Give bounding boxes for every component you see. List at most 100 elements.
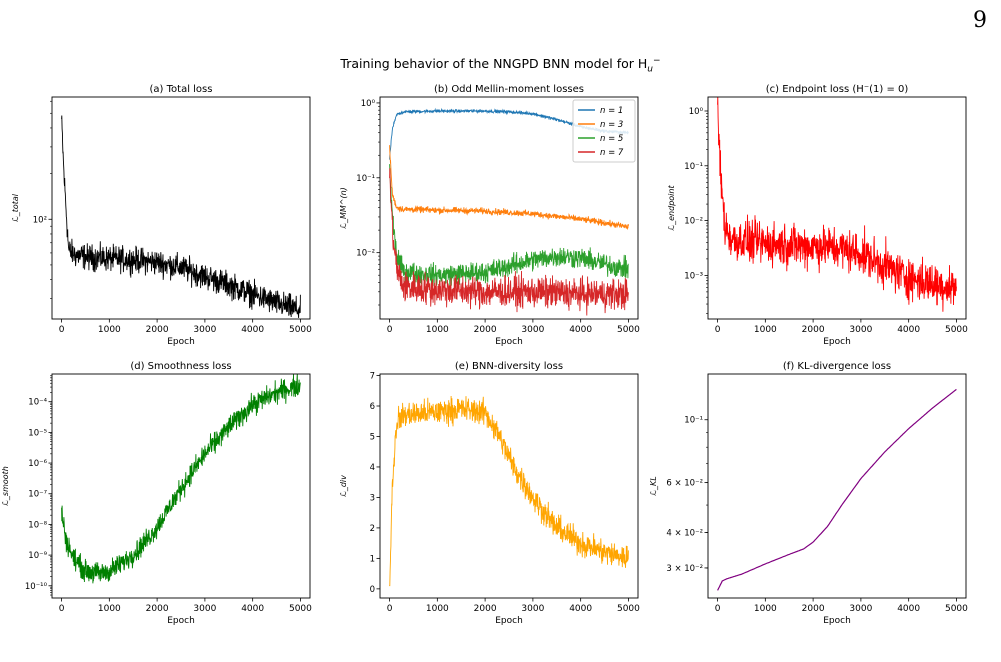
y-axis-label: ℒ_endpoint	[667, 185, 676, 231]
y-tick-label: 7	[370, 372, 375, 382]
x-tick-label: 0	[59, 604, 65, 614]
y-tick-label: 3	[370, 493, 375, 503]
subplot-f: 0 1000 2000 3000 4000 5000 3 × 10⁻² 4 × 10⁻² 6 ×…	[649, 361, 968, 626]
y-tick-label: 10⁻⁶	[28, 459, 47, 469]
y-tick-label: 10⁻¹	[684, 416, 703, 426]
x-tick-label: 3000	[193, 604, 216, 614]
legend-label: n = 1	[600, 106, 623, 116]
y-axis-label: ℒ_total	[11, 193, 20, 222]
x-axis-label: Epoch	[495, 337, 523, 347]
subplot-title: (c) Endpoint loss (H⁻(1) = 0)	[766, 84, 909, 95]
series-line-b-4	[389, 168, 629, 316]
y-tick-label: 10⁻²	[356, 249, 375, 259]
subplot-title: (a) Total loss	[150, 84, 213, 95]
axes-frame	[51, 96, 311, 320]
x-tick-label: 3000	[849, 325, 872, 335]
y-tick-label: 6	[370, 402, 375, 412]
subplot-title: (b) Odd Mellin-moment losses	[434, 84, 584, 95]
figure-title: Training behavior of the NNGPD BNN model…	[0, 56, 1001, 75]
figure-title-superscript: −	[653, 56, 661, 66]
y-tick-label: 4	[370, 463, 375, 473]
x-tick-label: 0	[715, 604, 721, 614]
x-tick-label: 1000	[98, 325, 121, 335]
x-tick-label: 4000	[569, 604, 592, 614]
y-tick-label: 6 × 10⁻²	[666, 479, 703, 489]
x-tick-label: 1000	[426, 325, 449, 335]
x-tick-label: 5000	[617, 325, 640, 335]
x-axis-label: Epoch	[167, 337, 195, 347]
series-line-d-1	[61, 374, 301, 584]
subplot-d: 0 1000 2000 3000 4000 5000 10⁻¹⁰ 10⁻⁹ 10⁻⁸ 10⁻⁷ 10…	[1, 361, 312, 626]
x-tick-label: 5000	[945, 604, 968, 614]
y-tick-label: 10⁻²	[684, 217, 703, 227]
axes-frame	[379, 96, 639, 320]
x-tick-label: 4000	[569, 325, 592, 335]
series-line-a-1	[61, 115, 301, 318]
x-tick-label: 1000	[754, 325, 777, 335]
x-tick-label: 2000	[474, 604, 497, 614]
series-line-f-1	[717, 388, 957, 591]
y-axis-label: ℒ_smooth	[1, 466, 10, 506]
x-tick-label: 3000	[521, 604, 544, 614]
series-line-b-2	[389, 145, 629, 231]
y-tick-label: 10⁻⁴	[28, 398, 47, 408]
x-tick-label: 2000	[146, 604, 169, 614]
series-line-b-3	[389, 164, 629, 287]
x-tick-label: 4000	[897, 325, 920, 335]
x-axis-label: Epoch	[495, 616, 523, 626]
x-axis-label: Epoch	[823, 337, 851, 347]
x-tick-label: 3000	[849, 604, 872, 614]
y-tick-label: 2	[370, 524, 375, 534]
legend-label: n = 3	[600, 120, 623, 130]
x-tick-label: 3000	[193, 325, 216, 335]
legend-box	[572, 99, 636, 163]
figure-title-subscript: u	[647, 64, 654, 75]
y-tick-label: 10⁻¹	[356, 174, 375, 184]
y-tick-label: 10⁻⁷	[28, 490, 47, 500]
y-tick-label: 0	[370, 585, 375, 595]
series-line-c-1	[717, 97, 957, 312]
legend: n = 1 n = 3 n = 5 n = 7	[572, 99, 636, 163]
legend-label: n = 5	[600, 134, 623, 144]
x-axis-label: Epoch	[167, 616, 195, 626]
subplot-title: (d) Smoothness loss	[130, 361, 231, 372]
y-axis-label: ℒ_MM^(n)	[339, 187, 348, 229]
page-number: 9	[973, 8, 987, 33]
x-tick-label: 4000	[897, 604, 920, 614]
y-tick-label: 10⁻⁸	[28, 520, 47, 530]
subplot-title: (f) KL-divergence loss	[783, 361, 891, 372]
x-tick-label: 4000	[241, 325, 264, 335]
x-tick-label: 5000	[945, 325, 968, 335]
x-tick-label: 0	[387, 604, 393, 614]
axes-frame	[379, 373, 639, 599]
y-tick-label: 10⁻⁹	[28, 551, 47, 561]
axes-frame	[707, 373, 967, 599]
x-tick-label: 5000	[617, 604, 640, 614]
y-tick-label: 10⁻¹	[684, 162, 703, 172]
subplot-b: 0 1000 2000 3000 4000 5000 10⁻² 10⁻¹ 10⁰ (b) Odd …	[339, 84, 640, 347]
y-tick-label: 1	[370, 554, 375, 564]
x-tick-label: 2000	[474, 325, 497, 335]
x-tick-label: 2000	[802, 604, 825, 614]
subplot-title: (e) BNN-diversity loss	[455, 361, 563, 372]
x-tick-label: 2000	[802, 325, 825, 335]
y-axis-label: ℒ_div	[339, 475, 348, 497]
x-tick-label: 0	[59, 325, 65, 335]
y-tick-label: 10⁰	[689, 107, 704, 117]
legend-label: n = 7	[600, 148, 624, 158]
y-tick-label: 10²	[33, 215, 47, 225]
axes-frame	[51, 373, 311, 599]
subplot-c: 0 1000 2000 3000 4000 5000 10⁻³ 10⁻² 10⁻¹ 10⁰ (c) …	[667, 84, 968, 347]
x-tick-label: 1000	[426, 604, 449, 614]
x-tick-label: 1000	[98, 604, 121, 614]
x-tick-label: 1000	[754, 604, 777, 614]
y-tick-label: 10⁻⁵	[28, 428, 47, 438]
x-tick-label: 0	[387, 325, 393, 335]
subplot-a: 0 1000 2000 3000 4000 5000 10² (a) Total loss Ep…	[11, 84, 312, 347]
y-tick-label: 3 × 10⁻²	[666, 564, 703, 574]
y-axis-label: ℒ_KL	[649, 476, 658, 495]
axes-frame	[707, 96, 967, 320]
y-tick-label: 4 × 10⁻²	[666, 529, 703, 539]
figure-title-text: Training behavior of the NNGPD BNN model…	[340, 56, 648, 72]
